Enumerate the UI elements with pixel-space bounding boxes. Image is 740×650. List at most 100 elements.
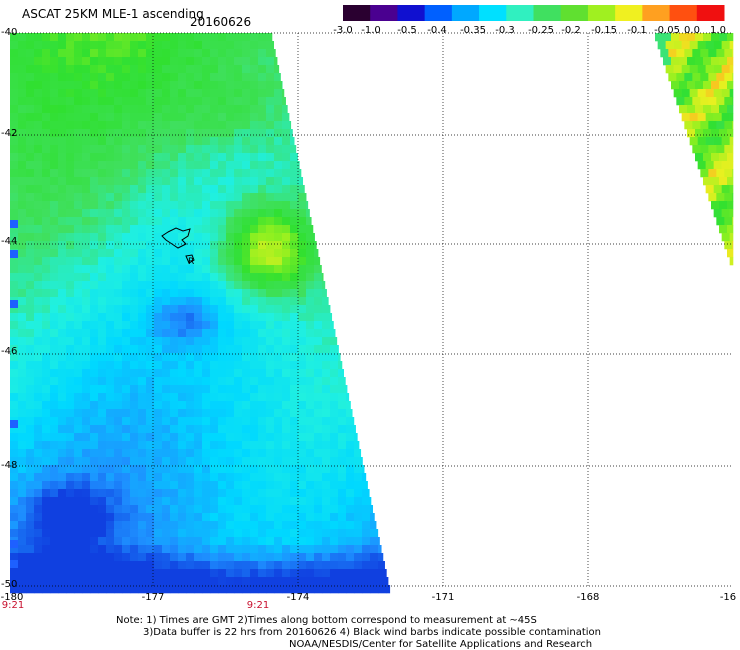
data-cell [162, 249, 171, 258]
data-cell [162, 89, 171, 98]
data-cell [354, 537, 363, 546]
data-cell [58, 113, 67, 122]
data-cell [18, 577, 27, 586]
data-cell [298, 225, 307, 234]
data-cell [282, 265, 291, 274]
data-cell [138, 329, 147, 338]
data-cell [42, 553, 51, 562]
data-cell [721, 65, 730, 74]
data-cell [210, 553, 219, 562]
data-cell [306, 449, 315, 458]
data-cell [42, 489, 51, 498]
data-cell [98, 481, 107, 490]
data-cell [306, 353, 315, 362]
data-cell [162, 353, 171, 362]
data-cell [242, 577, 251, 586]
data-cell [298, 553, 307, 562]
data-cell [26, 281, 35, 290]
data-cell [282, 209, 291, 218]
data-cell [210, 81, 219, 90]
data-cell [705, 137, 714, 146]
data-cell [705, 113, 714, 122]
data-cell [681, 65, 690, 74]
data-cell [266, 305, 275, 314]
data-cell [82, 225, 91, 234]
data-cell [146, 57, 155, 66]
data-cell [226, 153, 235, 162]
data-cell [338, 441, 347, 450]
data-cell [314, 257, 321, 266]
data-cell [697, 113, 706, 122]
data-cell [266, 193, 275, 202]
data-cell [258, 321, 267, 330]
data-cell [74, 321, 83, 330]
data-cell [282, 161, 291, 170]
data-cell [234, 33, 243, 42]
data-cell [210, 585, 219, 594]
data-cell [90, 105, 99, 114]
data-cell [50, 89, 59, 98]
data-cell [82, 409, 91, 418]
data-cell [146, 409, 155, 418]
data-cell [657, 41, 666, 50]
data-cell [122, 49, 131, 58]
data-cell [122, 145, 131, 154]
data-cell [178, 241, 187, 250]
data-cell [178, 361, 187, 370]
data-cell [274, 369, 283, 378]
data-cell [130, 193, 139, 202]
data-cell [234, 265, 243, 274]
data-cell [250, 97, 259, 106]
data-cell [114, 137, 123, 146]
data-cell [178, 113, 187, 122]
data-cell [82, 561, 91, 570]
data-cell [10, 545, 19, 554]
data-cell [10, 201, 19, 210]
data-cell [290, 321, 299, 330]
data-cell [98, 289, 107, 298]
data-cell [322, 425, 331, 434]
data-cell [258, 473, 267, 482]
data-cell [354, 553, 363, 562]
data-cell [258, 97, 267, 106]
data-cell [90, 145, 99, 154]
data-cell [34, 345, 43, 354]
data-cell [146, 545, 155, 554]
data-cell [34, 289, 43, 298]
data-cell [162, 185, 171, 194]
data-cell [138, 441, 147, 450]
data-cell [18, 321, 27, 330]
data-cell [154, 577, 163, 586]
data-cell [202, 97, 211, 106]
colorbar-segment [451, 5, 480, 21]
data-cell [10, 169, 19, 178]
colorbar-tick: 0.0 [684, 25, 700, 36]
data-cell [42, 401, 51, 410]
data-cell [186, 81, 195, 90]
data-cell [242, 153, 251, 162]
data-cell [122, 417, 131, 426]
data-cell [274, 57, 278, 66]
data-cell [266, 313, 275, 322]
data-cell [74, 585, 83, 594]
data-cell [130, 345, 139, 354]
data-cell [106, 201, 115, 210]
data-cell [82, 497, 91, 506]
data-cell [330, 505, 339, 514]
data-cell [290, 345, 299, 354]
data-cell [202, 33, 211, 42]
data-cell [42, 545, 51, 554]
data-cell [306, 265, 315, 274]
data-cell [162, 481, 171, 490]
data-cell [290, 497, 299, 506]
data-cell [258, 537, 267, 546]
data-cell [122, 505, 131, 514]
data-cell [82, 353, 91, 362]
data-cell [242, 393, 251, 402]
data-cell [18, 89, 27, 98]
data-cell [338, 361, 343, 370]
data-cell [154, 561, 163, 570]
data-cell [106, 561, 115, 570]
data-cell [210, 281, 219, 290]
data-cell [234, 289, 243, 298]
